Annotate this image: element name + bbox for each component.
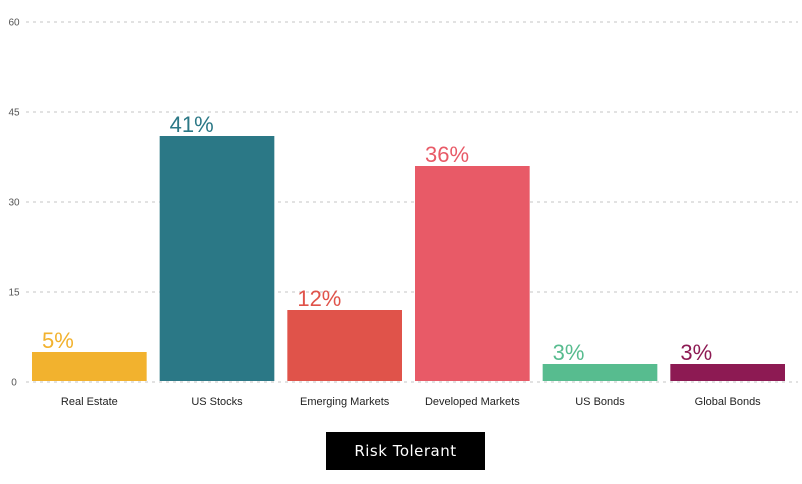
data-labels: 5% 41% 12% 36% 3% 3% bbox=[42, 112, 712, 365]
category-label: Real Estate bbox=[61, 396, 118, 408]
y-tick-label: 45 bbox=[8, 108, 20, 119]
data-label: 3% bbox=[680, 340, 712, 365]
y-axis-ticks: 0 15 30 45 60 bbox=[8, 18, 20, 389]
bar-chart: 0 15 30 45 60 5% 41% 12% 36% 3% 3% Real Estate US … bbox=[8, 18, 798, 408]
y-tick-label: 30 bbox=[8, 198, 20, 209]
category-label: US Stocks bbox=[191, 396, 243, 408]
bar bbox=[159, 136, 275, 381]
category-label: Developed Markets bbox=[425, 396, 520, 408]
data-label: 41% bbox=[170, 112, 214, 137]
category-label: Global Bonds bbox=[695, 396, 762, 408]
data-label: 36% bbox=[425, 142, 469, 167]
bar bbox=[670, 364, 785, 381]
y-tick-label: 0 bbox=[11, 378, 17, 389]
y-tick-label: 15 bbox=[8, 288, 20, 299]
bar bbox=[32, 352, 147, 381]
data-label: 5% bbox=[42, 328, 74, 353]
y-tick-label: 60 bbox=[8, 18, 20, 29]
x-axis-categories: Real Estate US Stocks Emerging Markets Deve… bbox=[61, 396, 761, 408]
data-label: 3% bbox=[553, 340, 585, 365]
bar bbox=[542, 364, 658, 381]
category-label: Emerging Markets bbox=[300, 396, 390, 408]
bars bbox=[32, 136, 785, 381]
data-label: 12% bbox=[297, 286, 341, 311]
bar bbox=[287, 310, 402, 381]
bar bbox=[415, 166, 530, 381]
risk-profile-button[interactable]: Risk Tolerant bbox=[326, 432, 485, 470]
category-label: US Bonds bbox=[575, 396, 625, 408]
gridlines bbox=[26, 21, 798, 293]
